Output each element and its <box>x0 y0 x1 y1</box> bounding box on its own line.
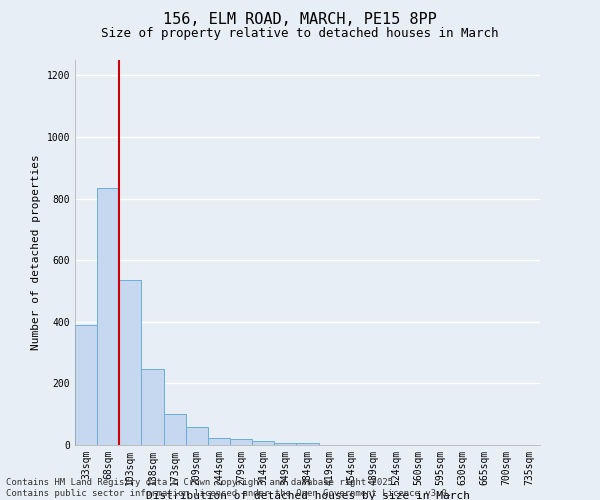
Bar <box>119 280 142 445</box>
Text: Contains HM Land Registry data © Crown copyright and database right 2025.
Contai: Contains HM Land Registry data © Crown c… <box>6 478 452 498</box>
Bar <box>296 442 319 445</box>
Bar <box>274 442 296 445</box>
Bar <box>252 442 274 445</box>
Bar <box>230 440 252 445</box>
Bar <box>97 188 119 445</box>
Bar <box>164 414 186 445</box>
Y-axis label: Number of detached properties: Number of detached properties <box>31 154 41 350</box>
Bar <box>208 438 230 445</box>
Text: 156, ELM ROAD, MARCH, PE15 8PP: 156, ELM ROAD, MARCH, PE15 8PP <box>163 12 437 28</box>
X-axis label: Distribution of detached houses by size in March: Distribution of detached houses by size … <box>146 490 470 500</box>
Bar <box>186 428 208 445</box>
Bar <box>75 325 97 445</box>
Bar <box>142 368 164 445</box>
Text: Size of property relative to detached houses in March: Size of property relative to detached ho… <box>101 28 499 40</box>
